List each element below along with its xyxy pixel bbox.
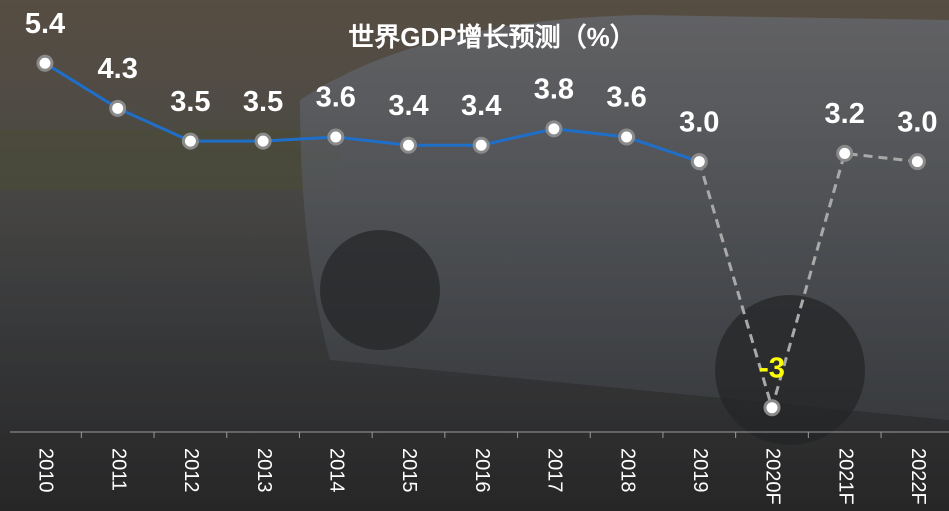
chart-title: 世界GDP增长预测（%） <box>348 22 635 52</box>
data-point <box>472 136 490 154</box>
data-label: 3.6 <box>316 82 356 114</box>
x-tick-label: 2022F <box>907 448 929 505</box>
x-tick-label: 2018 <box>616 448 638 493</box>
x-tick-label: 2012 <box>180 448 202 493</box>
data-label: 3.0 <box>897 106 937 138</box>
data-point <box>36 54 54 72</box>
data-label: -3 <box>759 352 785 384</box>
wheel <box>320 230 440 350</box>
data-label: 3.4 <box>461 90 501 122</box>
x-tick-label: 2014 <box>326 448 348 493</box>
data-point <box>109 99 127 117</box>
data-point <box>763 399 781 417</box>
data-point <box>618 128 636 146</box>
data-label: 4.3 <box>98 53 138 85</box>
data-point <box>908 153 926 171</box>
data-label: 3.8 <box>534 73 574 105</box>
wheel <box>715 295 865 445</box>
x-tick-label: 2011 <box>107 448 129 491</box>
data-label: 5.4 <box>25 8 65 40</box>
data-point <box>690 153 708 171</box>
x-tick-label: 2016 <box>471 448 493 493</box>
data-label: 3.4 <box>388 90 428 122</box>
x-tick-label: 2021F <box>834 448 856 505</box>
data-point <box>545 120 563 138</box>
data-label: 3.2 <box>825 98 865 130</box>
data-label: 3.5 <box>170 86 210 118</box>
data-point <box>254 132 272 150</box>
data-label: 3.5 <box>243 86 283 118</box>
data-point <box>400 136 417 154</box>
series-line <box>697 151 918 414</box>
x-tick-label: 2020F <box>762 448 784 505</box>
x-tick-label: 2010 <box>35 448 57 493</box>
data-point <box>181 132 199 150</box>
series-line <box>44 61 700 164</box>
x-tick-label: 2019 <box>689 448 711 493</box>
data-point <box>327 128 345 146</box>
data-label: 3.6 <box>606 82 646 114</box>
data-point <box>836 144 854 162</box>
data-label: 3.0 <box>679 106 719 138</box>
x-tick-label: 2013 <box>253 448 275 493</box>
x-tick-label: 2017 <box>544 448 566 493</box>
x-tick-label: 2015 <box>398 448 420 493</box>
